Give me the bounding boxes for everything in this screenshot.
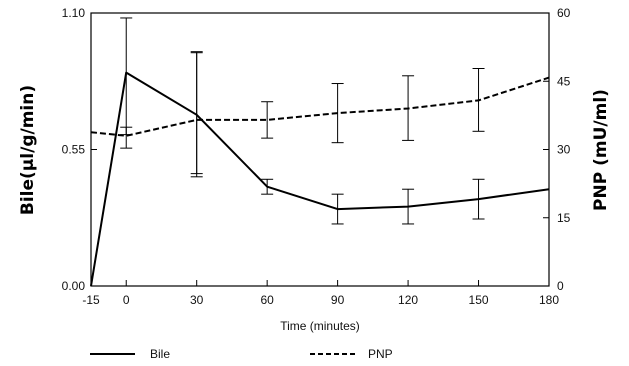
legend: Bile PNP xyxy=(90,347,393,361)
bile-series-line xyxy=(90,71,550,287)
right-y-tick-label: 60 xyxy=(557,6,571,20)
left-y-tick-label: 1.10 xyxy=(62,6,86,20)
x-tick-label: 60 xyxy=(260,293,274,307)
legend-bile-label: Bile xyxy=(150,347,170,361)
right-y-tick-label: 30 xyxy=(557,143,571,157)
left-y-tick-label: 0.00 xyxy=(62,279,86,293)
right-y-tick-label: 15 xyxy=(557,211,571,225)
left-axis-title: Bile(μl/g/min) xyxy=(18,85,38,215)
right-y-tick-label: 45 xyxy=(557,74,571,88)
x-tick-label: 0 xyxy=(123,293,130,307)
pnp-series-line xyxy=(90,76,550,137)
x-tick-label: 90 xyxy=(331,293,345,307)
legend-pnp-label: PNP xyxy=(368,347,393,361)
x-tick-label: 120 xyxy=(398,293,418,307)
errorbars-layer xyxy=(120,17,485,225)
x-tick-label: 150 xyxy=(469,293,489,307)
series-layer xyxy=(90,71,550,287)
x-tick-label: 30 xyxy=(190,293,204,307)
ticks-layer: -15 0 30 60 90 120 150 180 0.00 0.55 1.10 0 15 30 45 60 xyxy=(62,6,571,307)
plot-frame xyxy=(90,12,550,287)
right-y-tick-label: 0 xyxy=(557,279,564,293)
right-axis-title: PNP (mU/ml) xyxy=(591,89,611,211)
x-tick-label: 180 xyxy=(539,293,559,307)
left-y-tick-label: 0.55 xyxy=(62,143,86,157)
x-axis-title: Time (minutes) xyxy=(280,319,360,333)
x-tick-label: -15 xyxy=(82,293,100,307)
